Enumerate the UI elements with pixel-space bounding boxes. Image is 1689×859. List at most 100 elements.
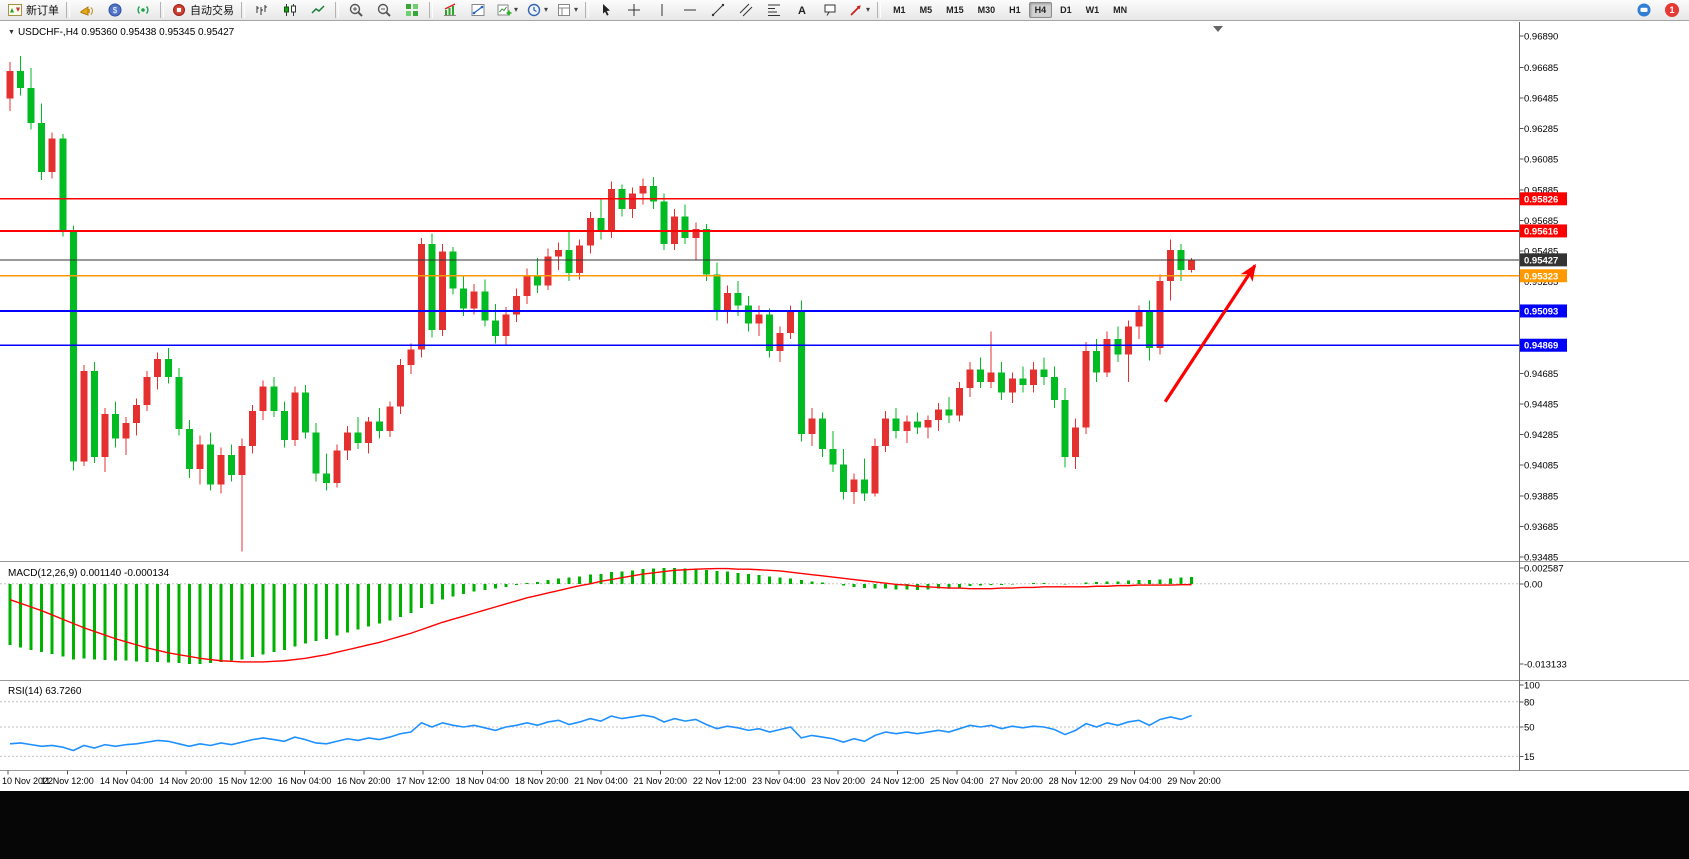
price-tick-label: 0.95885	[1524, 185, 1558, 196]
bar-chart-icon	[256, 5, 267, 15]
price-tick-label: 0.94085	[1524, 461, 1558, 472]
candlestick-chart-button[interactable]	[277, 0, 303, 20]
text-button[interactable]: A	[789, 0, 815, 20]
time-tick-label: 16 Nov 04:00	[278, 776, 332, 786]
candlestick-icon	[284, 4, 296, 16]
support-line-upper-tag: 0.95093	[1520, 304, 1567, 318]
time-tick-label: 10 Nov 2022	[2, 776, 53, 786]
price-tick-label: 0.96685	[1524, 63, 1558, 74]
rsi-tick-label: 80	[1524, 697, 1535, 708]
price-tick-label: 0.96085	[1524, 155, 1558, 166]
price-tick-label: 0.93485	[1524, 553, 1558, 564]
signal-button[interactable]	[130, 0, 156, 20]
horizontal-line-button[interactable]	[677, 0, 703, 20]
resistance-line-upper-tag: 0.95826	[1520, 192, 1567, 206]
price-tick-label: 0.96890	[1524, 32, 1558, 43]
time-tick-label: 18 Nov 20:00	[515, 776, 569, 786]
resistance-line-lower-tag: 0.95616	[1520, 224, 1567, 238]
time-tick-label: 27 Nov 20:00	[989, 776, 1043, 786]
timeframe-button-w1[interactable]: W1	[1085, 5, 1100, 15]
broadcast-icon	[137, 6, 149, 14]
profiles-button[interactable]: ▾	[523, 0, 551, 20]
macd-signal-line	[9, 567, 1192, 663]
timeframe-button-mn[interactable]: MN	[1113, 5, 1128, 15]
coin-icon: $	[108, 3, 122, 17]
new-order-button[interactable]: 新订单	[4, 0, 62, 20]
time-tick-label: 18 Nov 04:00	[456, 776, 510, 786]
chart-window[interactable]: 0.96890 0.96685 0.96485 0.96285 0.96085 0.958…	[0, 22, 1689, 791]
cursor-button[interactable]	[593, 0, 619, 20]
svg-text:0.95093: 0.95093	[1524, 306, 1558, 317]
svg-text:A: A	[798, 5, 806, 17]
bar-chart-button[interactable]	[249, 0, 275, 20]
svg-text:0.95427: 0.95427	[1524, 255, 1558, 266]
timeframe-group: M1 M5 M15 M30 H1 H4 D1 W1 MN	[886, 2, 1134, 18]
finance-button[interactable]: $	[102, 0, 128, 20]
arrows-button[interactable]: ▾	[845, 0, 873, 20]
notifications-button[interactable]: 1	[1659, 0, 1685, 20]
trendline-button[interactable]	[705, 0, 731, 20]
chart-canvas[interactable]: 0.96890 0.96685 0.96485 0.96285 0.96085 0.958…	[0, 22, 1689, 791]
symbol-dropdown-icon: ▼	[8, 29, 15, 36]
timeframe-button-m5[interactable]: M5	[919, 5, 933, 15]
community-button[interactable]	[1631, 0, 1657, 20]
vertical-line-icon	[661, 4, 663, 16]
timeframe-button-d1[interactable]: D1	[1060, 5, 1072, 15]
crosshair-button[interactable]	[621, 0, 647, 20]
tile-windows-icon	[406, 4, 418, 16]
svg-text:0.95826: 0.95826	[1524, 194, 1558, 205]
toolbar-separator	[160, 2, 164, 18]
chevron-down-icon: ▾	[514, 5, 519, 14]
macd-histogram	[8, 567, 1194, 664]
price-axis[interactable]: 0.96890 0.96685 0.96485 0.96285 0.96085 0.958…	[1519, 32, 1559, 564]
rsi-tick-label: 50	[1524, 723, 1535, 734]
pivot-line-orange-tag: 0.95323	[1520, 269, 1567, 282]
auto-trading-button[interactable]: 自动交易	[168, 0, 237, 20]
timeframe-button-m15[interactable]: M15	[946, 5, 964, 15]
chevron-down-icon: ▾	[866, 5, 871, 14]
vertical-line-button[interactable]	[649, 0, 675, 20]
macd-indicator-label: MACD(12,26,9) 0.001140 -0.000134	[8, 568, 170, 579]
zoom-out-icon	[377, 3, 391, 17]
announcement-button[interactable]	[74, 0, 100, 20]
new-chart-icon	[497, 4, 512, 16]
timeframe-button-m30[interactable]: M30	[977, 5, 996, 15]
channel-button[interactable]	[733, 0, 759, 20]
toolbar: 新订单 $ 自动交易	[0, 0, 1689, 21]
chart-shift-marker[interactable]	[1213, 26, 1223, 32]
rsi-axis[interactable]: 100 80 50 15	[1519, 681, 1540, 763]
timeframe-button-h1[interactable]: H1	[1009, 5, 1021, 15]
text-label-button[interactable]	[817, 0, 843, 20]
rsi-tick-label: 15	[1524, 752, 1535, 763]
tile-windows-button[interactable]	[399, 0, 425, 20]
horizontal-line-icon	[684, 9, 697, 11]
indicators-icon	[444, 3, 456, 16]
crosshair-icon	[628, 4, 641, 16]
toolbar-separator	[585, 2, 590, 18]
fibonacci-button[interactable]	[761, 0, 787, 20]
arrow-object-icon	[850, 5, 861, 16]
indicators-button[interactable]	[437, 0, 463, 20]
time-tick-label: 15 Nov 12:00	[218, 776, 272, 786]
macd-axis[interactable]: 0.002587 0.00 -0.013133	[1519, 564, 1567, 671]
timeframe-button-h4[interactable]: H4	[1028, 2, 1053, 18]
time-tick-label: 29 Nov 20:00	[1167, 776, 1221, 786]
line-chart-button[interactable]	[305, 0, 331, 20]
candlesticks	[6, 55, 1196, 552]
price-tick-label: 0.94685	[1524, 369, 1558, 380]
rsi-line	[9, 714, 1192, 752]
new-chart-button[interactable]: ▾	[493, 0, 521, 20]
chat-bubble-icon	[1637, 3, 1651, 17]
svg-text:0.94869: 0.94869	[1524, 341, 1558, 352]
macd-tick-label: -0.013133	[1524, 660, 1567, 671]
chart-objects-button[interactable]	[465, 0, 491, 20]
zoom-out-button[interactable]	[371, 0, 397, 20]
timeframe-button-m1[interactable]: M1	[893, 5, 906, 15]
zoom-in-button[interactable]	[343, 0, 369, 20]
trend-arrow[interactable]	[1163, 263, 1257, 403]
current-price-line-tag: 0.95427	[1520, 253, 1567, 267]
bottom-bar	[0, 791, 1689, 859]
templates-button[interactable]: ▾	[553, 0, 581, 20]
text-icon: A	[798, 5, 806, 17]
